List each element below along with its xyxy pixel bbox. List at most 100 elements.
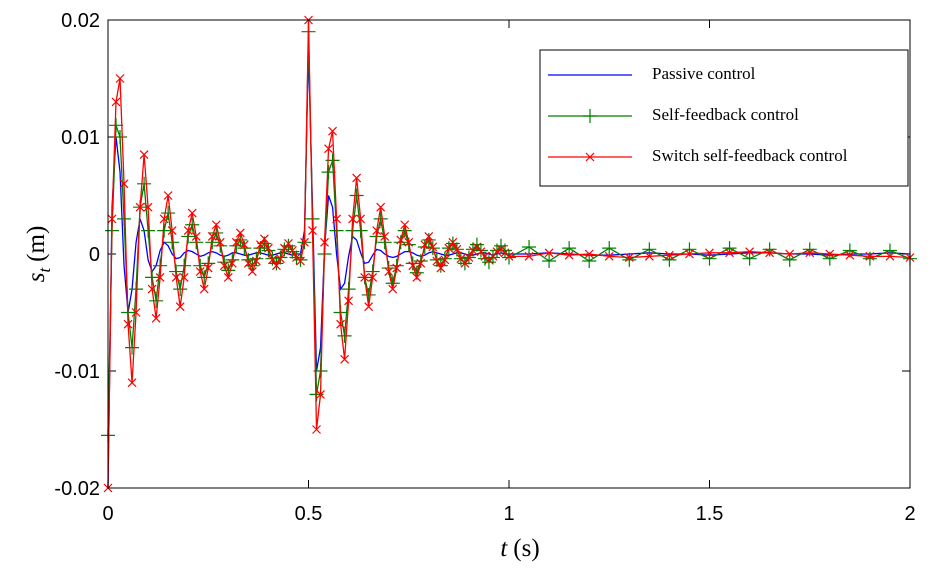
data-marker bbox=[259, 234, 269, 244]
data-marker bbox=[582, 254, 597, 269]
data-marker bbox=[408, 261, 418, 271]
data-marker bbox=[702, 251, 717, 266]
data-marker bbox=[388, 284, 398, 294]
data-marker bbox=[412, 272, 422, 282]
data-marker bbox=[183, 226, 193, 236]
data-marker bbox=[151, 313, 161, 323]
data-marker bbox=[215, 237, 225, 247]
legend-marker bbox=[583, 109, 597, 123]
data-marker bbox=[320, 237, 329, 247]
data-marker bbox=[276, 254, 285, 264]
data-marker bbox=[115, 74, 125, 83]
data-marker bbox=[296, 256, 305, 266]
data-marker bbox=[281, 238, 296, 253]
data-marker bbox=[644, 251, 654, 261]
x-tick-label: 1 bbox=[503, 503, 514, 525]
x-tick-label: 0.5 bbox=[295, 503, 323, 525]
data-marker bbox=[336, 319, 346, 329]
x-tick-label: 1.5 bbox=[696, 503, 724, 525]
data-marker bbox=[785, 249, 795, 259]
data-marker bbox=[361, 287, 376, 302]
data-marker bbox=[882, 243, 897, 258]
data-marker bbox=[368, 272, 378, 282]
data-marker bbox=[235, 228, 245, 238]
data-marker bbox=[745, 247, 755, 257]
data-marker bbox=[125, 340, 140, 355]
y-tick-label: -0.02 bbox=[54, 478, 100, 500]
data-marker bbox=[562, 241, 577, 256]
data-marker bbox=[452, 244, 462, 254]
series bbox=[103, 15, 915, 493]
data-marker bbox=[348, 214, 358, 224]
data-marker bbox=[373, 211, 388, 226]
data-marker bbox=[602, 241, 617, 256]
data-marker bbox=[372, 226, 382, 236]
data-marker bbox=[524, 251, 534, 261]
data-marker bbox=[107, 214, 117, 224]
data-marker bbox=[261, 243, 276, 258]
data-marker bbox=[862, 251, 877, 266]
data-marker bbox=[492, 247, 502, 257]
data-marker bbox=[469, 237, 484, 252]
data-marker bbox=[185, 217, 200, 232]
data-marker bbox=[360, 272, 370, 282]
data-marker bbox=[705, 248, 714, 258]
data-marker bbox=[885, 251, 895, 261]
data-marker bbox=[428, 242, 438, 252]
data-marker bbox=[485, 250, 500, 265]
data-marker bbox=[542, 254, 557, 269]
data-marker bbox=[685, 249, 694, 259]
legend-label: Switch self-feedback control bbox=[652, 146, 848, 165]
data-marker bbox=[392, 263, 402, 273]
y-axis-label: st (m) bbox=[23, 226, 54, 283]
data-marker bbox=[179, 272, 189, 282]
legend-label: Self-feedback control bbox=[652, 105, 799, 124]
data-marker bbox=[782, 252, 797, 267]
data-marker bbox=[149, 293, 164, 308]
data-marker bbox=[460, 258, 470, 268]
data-marker bbox=[271, 261, 281, 271]
data-marker bbox=[139, 150, 149, 159]
data-marker bbox=[321, 165, 336, 180]
data-marker bbox=[167, 226, 177, 236]
data-marker bbox=[231, 237, 241, 247]
data-marker bbox=[364, 302, 374, 312]
data-marker bbox=[502, 250, 516, 265]
data-marker bbox=[127, 378, 137, 388]
data-marker bbox=[765, 248, 775, 258]
data-marker bbox=[255, 240, 265, 250]
data-marker bbox=[352, 173, 362, 183]
data-marker bbox=[564, 250, 574, 260]
legend-label: Passive control bbox=[652, 64, 756, 83]
data-marker bbox=[604, 251, 614, 261]
data-marker bbox=[129, 282, 144, 297]
data-marker bbox=[135, 202, 145, 212]
data-marker bbox=[424, 232, 434, 241]
y-label-subscript: t bbox=[35, 267, 54, 273]
data-marker bbox=[384, 267, 394, 276]
data-marker bbox=[802, 242, 817, 257]
data-marker bbox=[197, 270, 212, 285]
data-marker bbox=[239, 240, 249, 250]
data-marker bbox=[396, 235, 406, 245]
legend-box bbox=[539, 49, 909, 187]
data-marker bbox=[622, 252, 637, 267]
y-tick-label: 0.01 bbox=[61, 127, 100, 149]
data-marker bbox=[131, 308, 141, 317]
data-marker bbox=[464, 253, 474, 262]
y-label-symbol: s bbox=[23, 273, 50, 283]
data-marker bbox=[404, 237, 414, 247]
data-marker bbox=[448, 237, 458, 247]
data-marker bbox=[433, 258, 448, 273]
data-marker bbox=[155, 272, 165, 282]
y-tick-label: 0.02 bbox=[61, 10, 100, 32]
data-marker bbox=[191, 232, 201, 241]
data-marker bbox=[251, 256, 261, 266]
data-marker bbox=[324, 144, 333, 154]
data-marker bbox=[312, 425, 321, 434]
data-marker bbox=[111, 97, 121, 107]
data-marker bbox=[328, 126, 337, 136]
data-marker bbox=[504, 251, 514, 261]
data-marker bbox=[522, 239, 537, 254]
